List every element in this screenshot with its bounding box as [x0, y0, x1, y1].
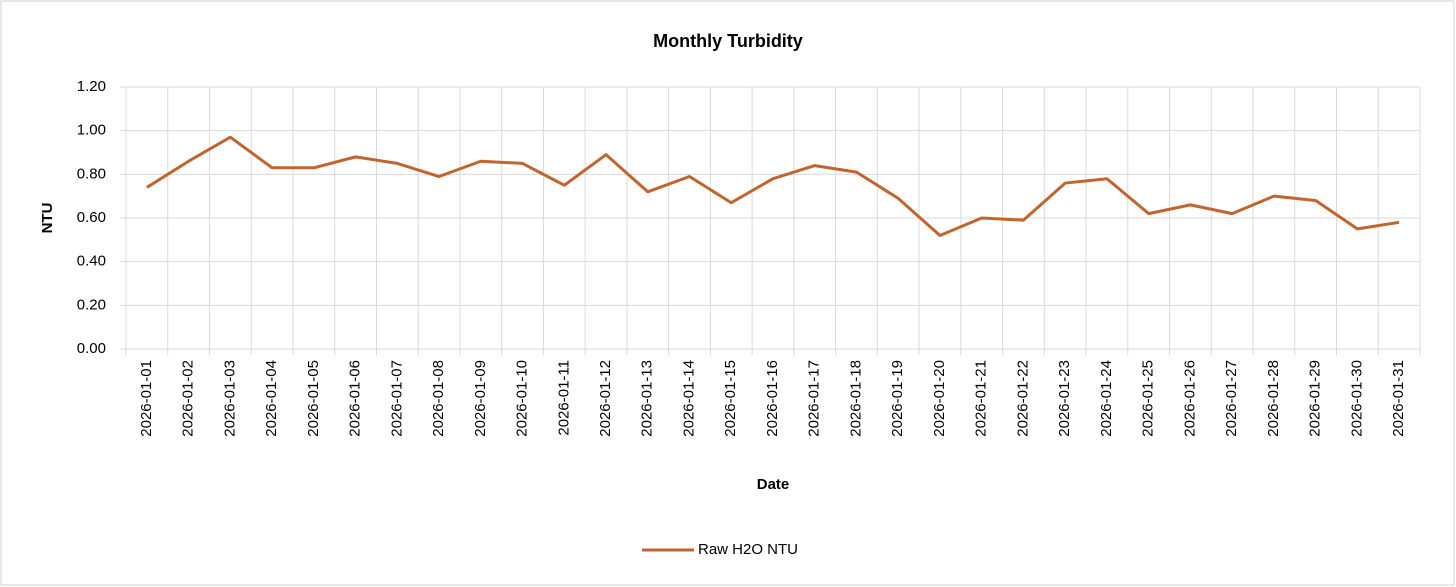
x-tick-label: 2026-01-29: [1307, 360, 1324, 437]
x-tick-label: 2026-01-11: [555, 360, 572, 436]
x-tick-label: 2026-01-15: [722, 360, 739, 437]
x-tick-label: 2026-01-26: [1181, 360, 1198, 437]
y-tick-label: 0.40: [77, 253, 106, 270]
x-tick-label: 2026-01-09: [472, 360, 489, 437]
y-tick-label: 0.60: [77, 209, 106, 226]
chart-title: Monthly Turbidity: [653, 31, 803, 51]
x-tick-label: 2026-01-27: [1223, 360, 1240, 437]
x-tick-label: 2026-01-01: [138, 360, 155, 437]
y-tick-label: 0.20: [77, 296, 106, 313]
x-tick-label: 2026-01-02: [180, 360, 197, 437]
x-tick-label: 2026-01-23: [1056, 360, 1073, 437]
x-tick-label: 2026-01-24: [1098, 360, 1115, 437]
y-tick-label: 0.80: [77, 165, 106, 182]
y-tick-label: 1.00: [77, 122, 106, 139]
x-tick-label: 2026-01-12: [597, 360, 614, 437]
x-tick-label: 2026-01-30: [1348, 360, 1365, 437]
x-tick-label: 2026-01-16: [764, 360, 781, 437]
x-tick-label: 2026-01-13: [639, 360, 656, 437]
x-tick-label: 2026-01-10: [514, 360, 531, 437]
x-tick-label: 2026-01-22: [1014, 360, 1031, 437]
x-tick-label: 2026-01-14: [680, 360, 697, 437]
x-tick-label: 2026-01-06: [347, 360, 364, 437]
x-tick-label: 2026-01-20: [931, 360, 948, 437]
x-tick-label: 2026-01-08: [430, 360, 447, 437]
x-tick-label: 2026-01-03: [221, 360, 238, 437]
data-line: [146, 135, 1400, 237]
x-tick-label: 2026-01-07: [388, 360, 405, 437]
x-tick-label: 2026-01-28: [1265, 360, 1282, 437]
x-axis-label: Date: [757, 476, 790, 493]
x-tick-label: 2026-01-19: [889, 360, 906, 437]
x-tick-label: 2026-01-31: [1390, 360, 1407, 437]
x-tick-label: 2026-01-18: [847, 360, 864, 437]
x-tick-label: 2026-01-21: [973, 360, 990, 437]
y-axis-label: NTU: [39, 203, 56, 234]
x-tick-label: 2026-01-17: [806, 360, 823, 437]
y-tick-label: 0.00: [77, 340, 106, 357]
y-tick-label: 1.20: [77, 78, 106, 95]
x-tick-label: 2026-01-05: [305, 360, 322, 437]
x-tick-label: 2026-01-25: [1140, 360, 1157, 437]
legend-label: Raw H2O NTU: [698, 541, 798, 558]
x-tick-label: 2026-01-04: [263, 360, 280, 437]
